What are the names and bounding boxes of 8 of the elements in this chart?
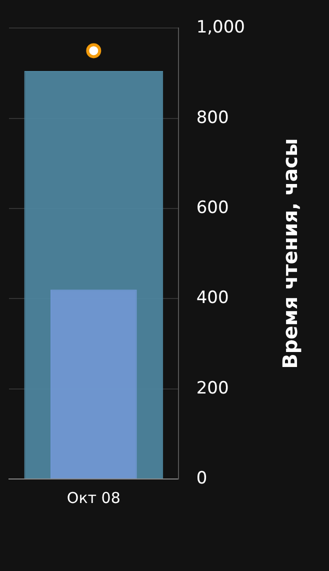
y2-axis-title: Время чтения, часы bbox=[278, 138, 302, 369]
y2-tick-label: 800 bbox=[196, 108, 229, 128]
x-tick-label: Окт 08 bbox=[66, 488, 120, 507]
y2-tick-label: 400 bbox=[196, 288, 229, 308]
y2-tick-label: 1,000 bbox=[196, 18, 246, 38]
y2-tick-label: 0 bbox=[196, 468, 208, 488]
y2-tick-label: 200 bbox=[196, 378, 229, 398]
y2-tick-label: 600 bbox=[196, 198, 229, 218]
